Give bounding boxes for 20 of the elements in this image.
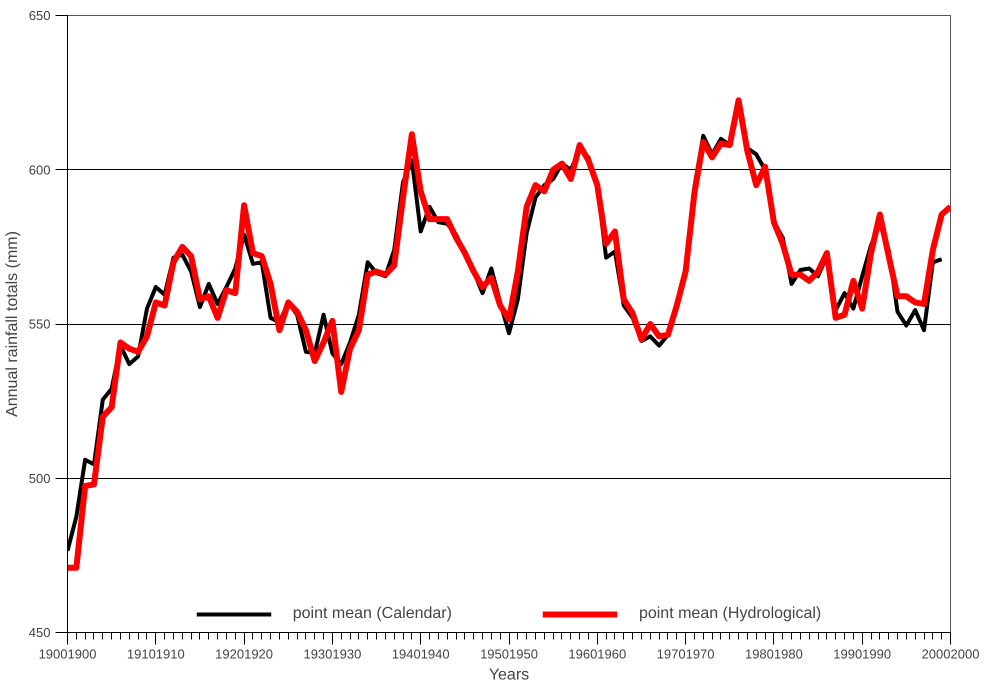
x-tick-label: 19301930 bbox=[303, 646, 362, 662]
x-tick-label: 19001900 bbox=[38, 646, 96, 662]
x-tick-label: 20002000 bbox=[922, 646, 980, 662]
y-tick-label: 650 bbox=[28, 8, 51, 23]
y-tick-label: 450 bbox=[28, 625, 51, 640]
x-tick-label: 19201920 bbox=[215, 646, 274, 662]
x-tick-label: 19701970 bbox=[656, 646, 715, 662]
x-tick-label: 19801980 bbox=[744, 646, 803, 662]
x-tick-label: 19901990 bbox=[833, 646, 892, 662]
x-axis-title: Years bbox=[488, 666, 530, 684]
y-tick-label: 500 bbox=[28, 470, 51, 486]
legend-label: point mean (Calendar) bbox=[292, 605, 452, 623]
legend-label: point mean (Hydrological) bbox=[638, 605, 822, 623]
x-tick-label: 19601960 bbox=[568, 646, 626, 662]
x-tick-label: 19101910 bbox=[126, 646, 185, 662]
y-tick-label: 600 bbox=[28, 162, 51, 178]
x-tick-label: 19501950 bbox=[480, 646, 538, 662]
y-axis-title: Annual rainfall totals (mm) bbox=[4, 231, 21, 417]
x-tick-label: 19401940 bbox=[392, 646, 450, 662]
y-tick-label: 550 bbox=[28, 316, 51, 332]
